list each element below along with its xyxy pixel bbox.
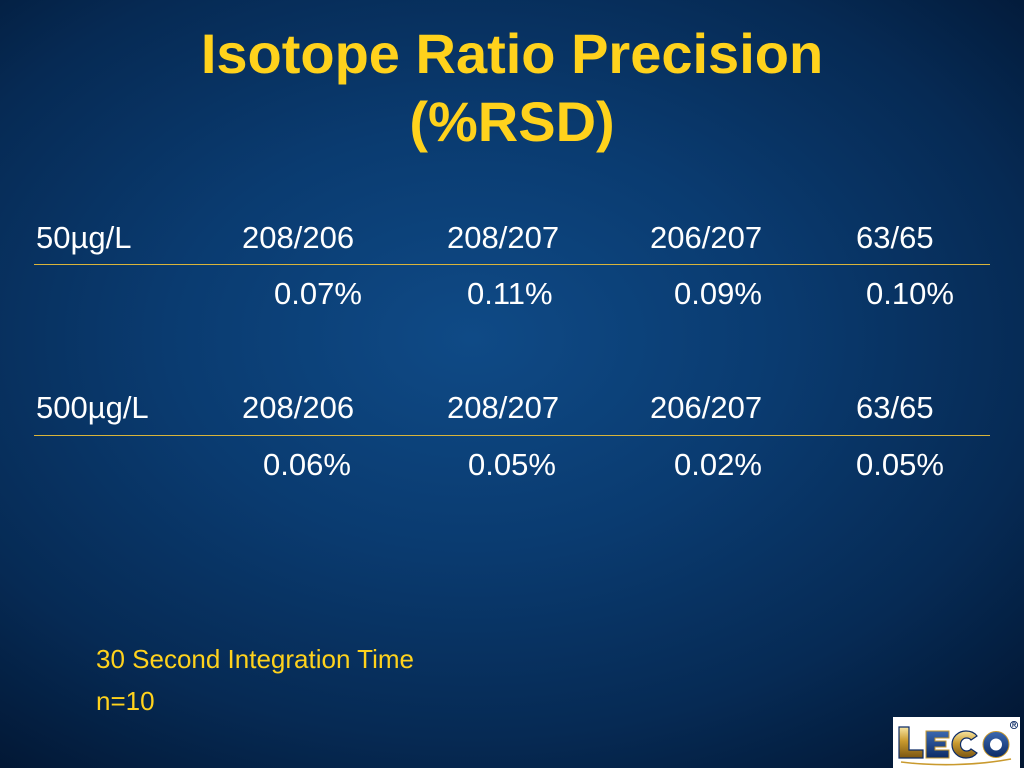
section-2-divider xyxy=(34,435,990,436)
section-1-ratio-208-206: 208/206 xyxy=(242,220,355,255)
integration-time-note: 30 Second Integration Time xyxy=(96,644,414,674)
section-1-value-63-65: 0.10% xyxy=(866,276,954,311)
section-2-value-208-207: 0.05% xyxy=(468,447,556,482)
section-1-divider xyxy=(34,264,990,265)
section-2-ratio-208-206: 208/206 xyxy=(242,390,355,425)
section-2-values-row: 0.06% 0.05% 0.02% 0.05% xyxy=(0,445,1024,485)
section-1-ratio-208-207: 208/207 xyxy=(447,220,560,255)
sample-count-note: n=10 xyxy=(96,686,155,716)
section-2-ratio-208-207: 208/207 xyxy=(447,390,560,425)
section-2-value-208-206: 0.06% xyxy=(263,447,351,482)
section-2-value-206-207: 0.02% xyxy=(674,447,762,482)
section-1-header-row: 50µg/L 208/206 208/207 206/207 63/65 xyxy=(0,218,1024,258)
section-2-ratio-63-65: 63/65 xyxy=(856,390,934,425)
section-2-value-63-65: 0.05% xyxy=(856,447,944,482)
section-2-concentration: 500µg/L xyxy=(36,390,149,425)
leco-logo xyxy=(893,717,1020,768)
section-1-values-row: 0.07% 0.11% 0.09% 0.10% xyxy=(0,274,1024,314)
section-2-header-row: 500µg/L 208/206 208/207 206/207 63/65 xyxy=(0,388,1024,428)
section-1-concentration: 50µg/L xyxy=(36,220,132,255)
section-1-value-206-207: 0.09% xyxy=(674,276,762,311)
slide-title-line-2: (%RSD) xyxy=(409,90,615,153)
slide-title-line-1: Isotope Ratio Precision xyxy=(200,22,824,85)
leco-logo-mark xyxy=(898,720,1019,766)
section-1-ratio-206-207: 206/207 xyxy=(650,220,763,255)
section-1-value-208-206: 0.07% xyxy=(274,276,362,311)
section-1-value-208-207: 0.11% xyxy=(467,276,553,311)
section-1-ratio-63-65: 63/65 xyxy=(856,220,934,255)
slide-title: Isotope Ratio Precision (%RSD) xyxy=(0,20,1024,156)
section-2-ratio-206-207: 206/207 xyxy=(650,390,763,425)
